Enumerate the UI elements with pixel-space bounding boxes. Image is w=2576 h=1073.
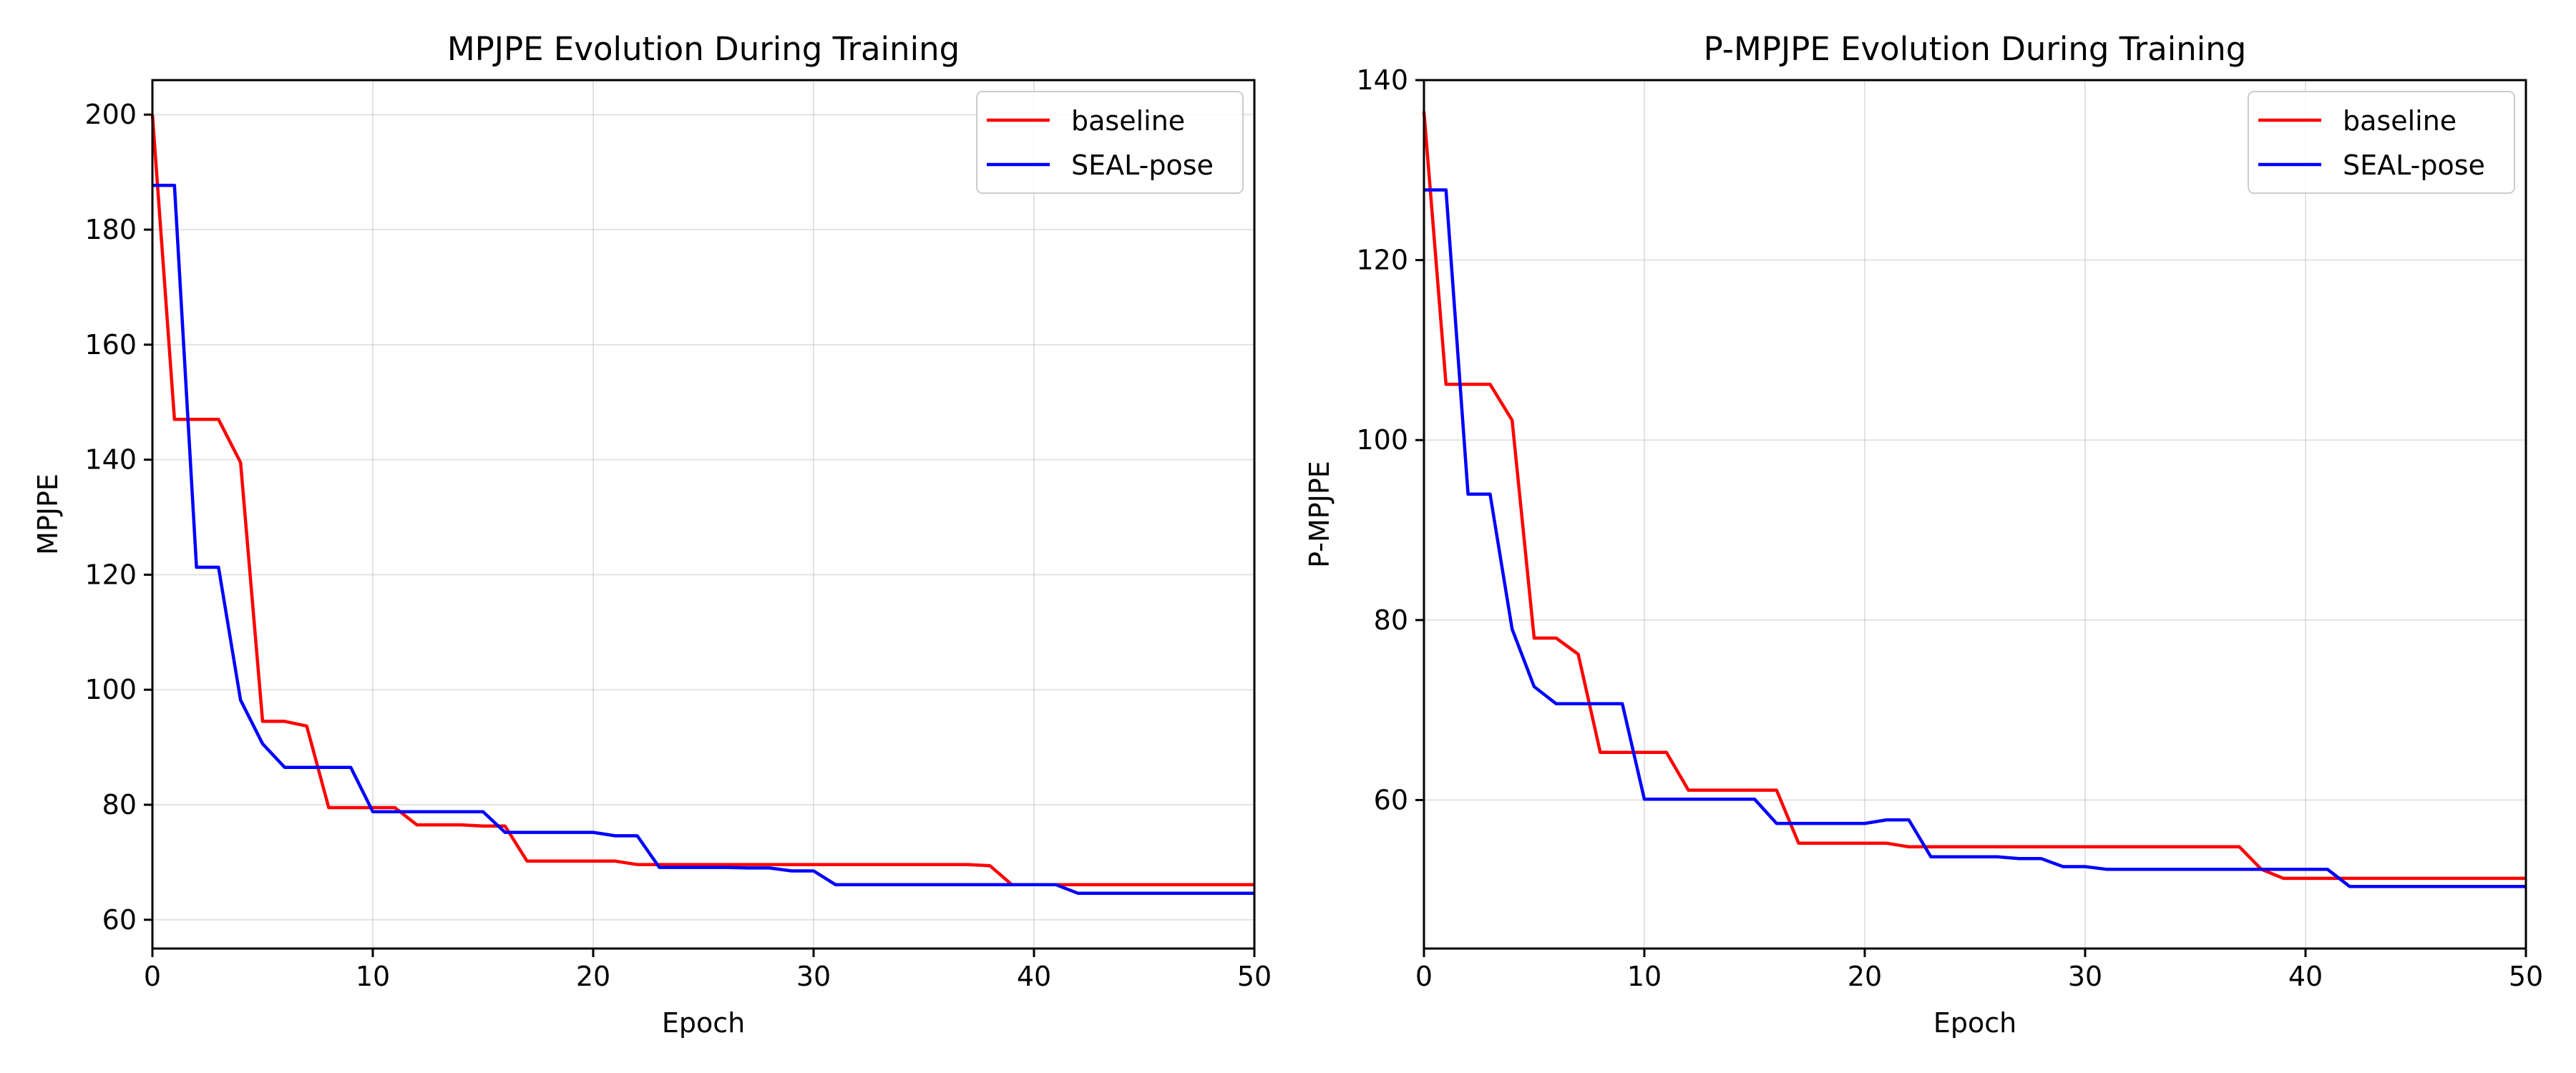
series-line-seal-pose xyxy=(1424,188,2526,888)
y-tick-label: 100 xyxy=(1356,424,1408,456)
y-tick-label: 180 xyxy=(84,214,137,245)
x-axis-label: Epoch xyxy=(662,1007,745,1039)
x-tick-label: 20 xyxy=(1848,961,1882,992)
y-axis-label: MPJPE xyxy=(32,474,64,555)
legend-box xyxy=(976,91,1244,194)
y-tick-label: 60 xyxy=(1374,784,1408,815)
chart-title: P-MPJPE Evolution During Training xyxy=(1704,30,2247,68)
x-tick-label: 40 xyxy=(1017,961,1051,992)
legend: baseline SEAL-pose xyxy=(976,91,1244,194)
x-tick-label: 10 xyxy=(1627,961,1662,992)
y-tick-label: 80 xyxy=(102,789,137,820)
legend: baseline SEAL-pose xyxy=(2248,91,2515,194)
p-mpjpe-chart: P-MPJPE Evolution During Training 0 10 20 3… xyxy=(1304,30,2543,1039)
chart-title: MPJPE Evolution During Training xyxy=(447,30,960,68)
x-tick-label: 40 xyxy=(2288,961,2323,992)
plot-frame xyxy=(151,79,1256,950)
x-axis-label: Epoch xyxy=(1933,1007,2016,1039)
legend-label-seal-pose: SEAL-pose xyxy=(2343,150,2485,181)
mpjpe-chart: MPJPE Evolution During Training 0 10 20 30 4… xyxy=(32,30,1272,1039)
legend-label-seal-pose: SEAL-pose xyxy=(1071,150,1214,181)
x-tick-label: 30 xyxy=(796,961,831,992)
y-tick-label: 120 xyxy=(1356,245,1408,276)
y-tick-label: 100 xyxy=(84,674,137,705)
series-line-baseline xyxy=(150,114,1254,887)
x-tick-label: 30 xyxy=(2068,961,2102,992)
legend-label-baseline: baseline xyxy=(2343,105,2457,137)
y-tick-label: 140 xyxy=(84,444,137,476)
x-tick-label: 20 xyxy=(576,961,610,992)
y-tick-label: 120 xyxy=(84,559,137,590)
y-tick-label: 160 xyxy=(84,329,137,361)
y-tick-label: 200 xyxy=(84,99,137,130)
y-tick-label: 140 xyxy=(1356,64,1408,96)
series-line-seal-pose xyxy=(152,183,1254,896)
plot-frame xyxy=(1423,79,2527,950)
y-axis-label: P-MPJPE xyxy=(1304,461,1335,568)
x-tick-label: 0 xyxy=(144,961,161,992)
legend-box xyxy=(2248,91,2515,194)
x-tick-label: 50 xyxy=(1237,961,1272,992)
legend-label-baseline: baseline xyxy=(1071,105,1185,137)
x-tick-label: 50 xyxy=(2509,961,2543,992)
x-tick-label: 10 xyxy=(356,961,390,992)
x-tick-label: 0 xyxy=(1415,961,1433,992)
series-line-baseline xyxy=(1422,111,2526,881)
y-tick-label: 80 xyxy=(1374,604,1408,636)
y-tick-label: 60 xyxy=(102,904,137,936)
